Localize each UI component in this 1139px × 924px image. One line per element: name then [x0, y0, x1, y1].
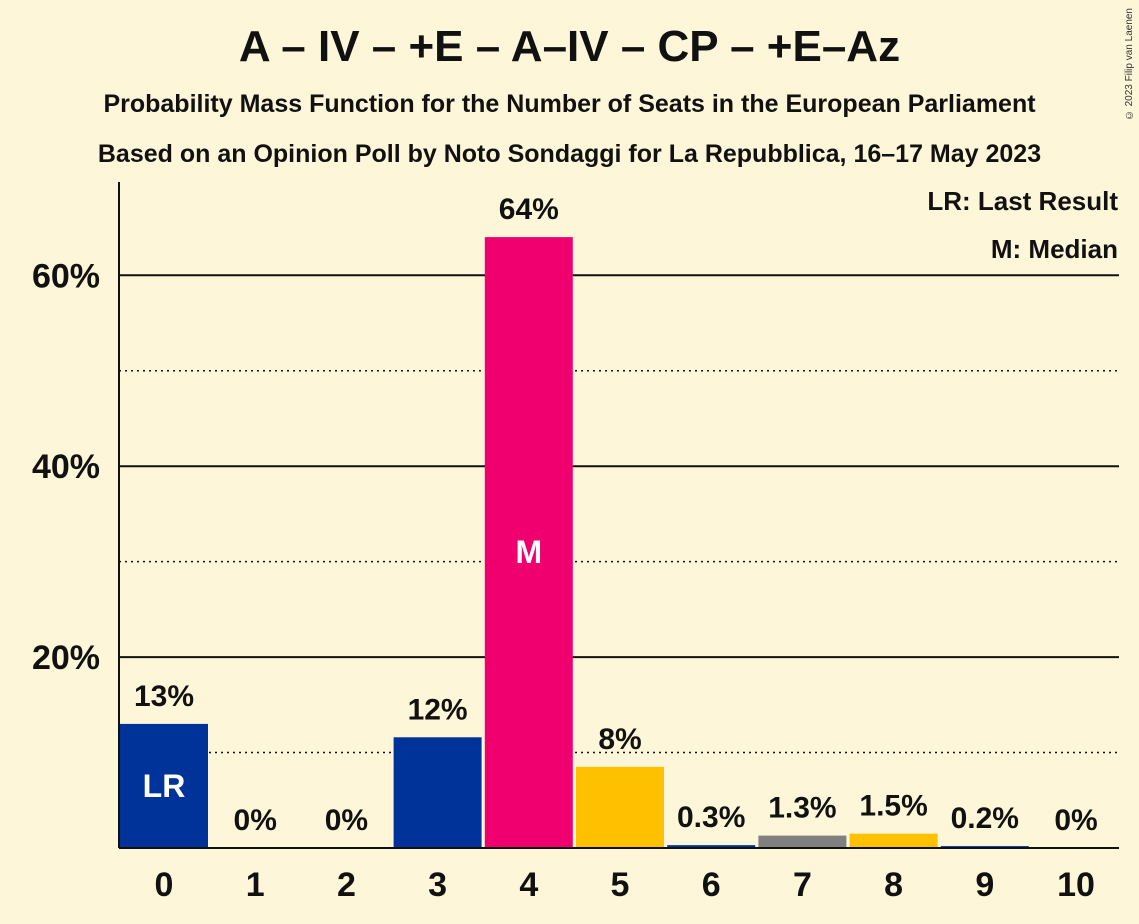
- x-tick-label: 8: [884, 866, 903, 904]
- value-label-1: 0%: [234, 804, 277, 837]
- value-label-3: 12%: [408, 693, 468, 726]
- value-label-0: 13%: [134, 680, 194, 713]
- chart-subtitle: Probability Mass Function for the Number…: [103, 90, 1036, 118]
- x-tick-label: 1: [246, 866, 265, 904]
- x-tick-label: 2: [337, 866, 356, 904]
- chart-title: A – IV – +E – A–IV – CP – +E–Az: [238, 22, 901, 71]
- y-tick-label: 60%: [32, 257, 100, 295]
- x-tick-label: 4: [519, 866, 538, 904]
- x-tick-label: 0: [155, 866, 174, 904]
- value-label-8: 1.5%: [859, 790, 927, 823]
- value-label-7: 1.3%: [768, 792, 836, 825]
- x-tick-label: 3: [428, 866, 447, 904]
- value-label-2: 0%: [325, 804, 368, 837]
- bar-mark-m: M: [515, 534, 542, 570]
- gridlines: [119, 274, 1119, 754]
- x-tick-label: 5: [611, 866, 630, 904]
- x-tick-label: 10: [1057, 866, 1095, 904]
- value-label-5: 8%: [598, 723, 641, 756]
- bar-5: [576, 766, 664, 848]
- bar-4: [484, 237, 573, 848]
- x-tick-label: 7: [793, 866, 812, 904]
- bar-7: [758, 835, 847, 848]
- x-tick-label: 9: [975, 866, 994, 904]
- bars: [120, 237, 1029, 848]
- bar-8: [849, 833, 938, 848]
- value-label-10: 0%: [1054, 804, 1097, 837]
- value-labels: 13% 0% 0% 12% 64% 8% 0.3% 1.3% 1.5% 0.2% 0% LR M: [134, 193, 1098, 837]
- x-tick-label: 6: [702, 866, 721, 904]
- bar-mark-lr: LR: [143, 768, 186, 804]
- bar-0: [120, 723, 208, 848]
- value-label-4: 64%: [499, 193, 559, 226]
- legend-median: M: Median: [991, 234, 1118, 264]
- value-label-9: 0.2%: [951, 802, 1019, 835]
- chart-source: Based on an Opinion Poll by Noto Sondagg…: [97, 140, 1042, 168]
- y-tick-label: 20%: [32, 639, 100, 677]
- legend-last-result: LR: Last Result: [927, 186, 1118, 216]
- axes: 20% 40% 60% 0 1 2 3 4 5 6 7 8 9 10: [32, 182, 1119, 904]
- y-tick-label: 40%: [32, 448, 100, 486]
- value-label-6: 0.3%: [677, 801, 745, 834]
- bar-6: [667, 845, 756, 848]
- bar-3: [393, 737, 482, 848]
